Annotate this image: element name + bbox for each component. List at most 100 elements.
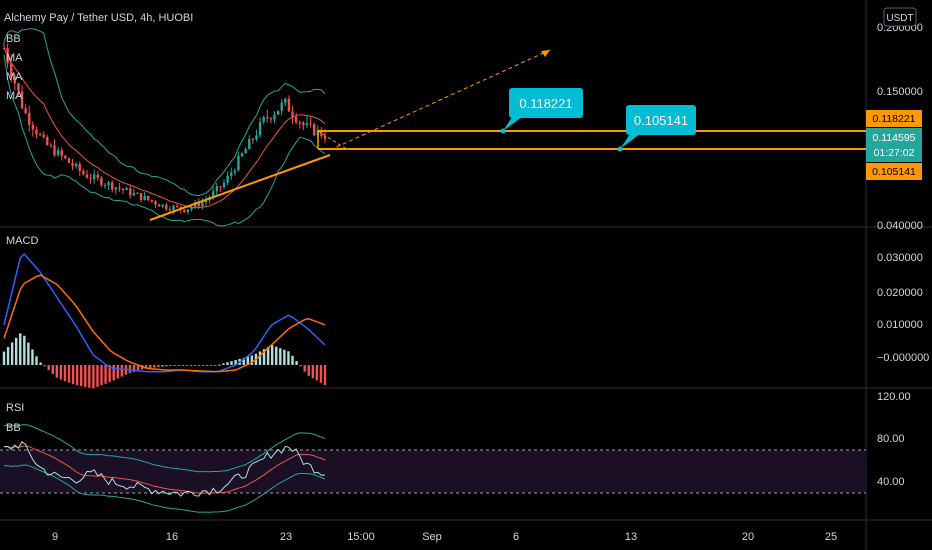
candle-body — [82, 171, 85, 175]
main-pane[interactable] — [2, 28, 327, 227]
candle-body — [204, 200, 208, 203]
candle-body — [28, 112, 31, 125]
time-tick-20: 20 — [742, 531, 754, 543]
macd-tick-0.02: 0.020000 — [877, 287, 923, 299]
candle-body — [251, 138, 255, 140]
macd-histogram-bar — [287, 351, 290, 365]
macd-histogram-bar — [80, 364, 83, 387]
candle-body — [114, 187, 118, 190]
projection-arrowhead — [541, 50, 550, 57]
time-tick-23: 23 — [280, 531, 292, 543]
macd-histogram-bar — [6, 347, 10, 365]
candle-body — [74, 164, 78, 167]
time-tick-6: 6 — [513, 531, 519, 543]
macd-histogram-bar — [222, 363, 225, 365]
support-trendline[interactable] — [149, 154, 331, 221]
candle-body — [280, 102, 283, 111]
macd-label[interactable]: MACD — [6, 235, 38, 247]
indicator-ma3-label[interactable]: MA — [6, 90, 23, 102]
candle-body — [323, 135, 327, 139]
candle-body — [201, 202, 204, 207]
candle-body — [312, 124, 316, 136]
macd-histogram-bar — [59, 364, 63, 380]
candle-body — [49, 144, 53, 146]
time-tick-1500: 15:00 — [347, 531, 375, 543]
bb-lower-band — [3, 54, 326, 227]
rsi-bb-upper — [3, 424, 326, 473]
candle-body — [266, 117, 269, 119]
time-tick-13: 13 — [625, 531, 637, 543]
macd-histogram-bar — [242, 357, 245, 365]
candle-body — [121, 188, 125, 191]
candle-body — [211, 191, 215, 198]
candle-body — [244, 149, 247, 154]
macd-histogram-bar — [35, 356, 38, 365]
candle-body — [291, 111, 294, 117]
range-diagonal — [317, 130, 346, 149]
candle-body — [150, 199, 154, 202]
candle-body — [215, 186, 218, 192]
rsi-bb-label[interactable]: BB — [6, 422, 21, 434]
lower-level-callout[interactable]: 0.105141 — [620, 105, 696, 149]
candle-body — [89, 177, 92, 179]
macd-histogram-bar — [189, 364, 193, 366]
candle-body — [175, 206, 179, 208]
upper-anchor-point[interactable] — [500, 128, 506, 134]
currency-badge[interactable] — [883, 7, 917, 27]
time-tick-sep: Sep — [422, 531, 442, 543]
candle-body — [100, 177, 103, 186]
macd-histogram-bar — [31, 349, 34, 365]
macd-histogram-bar — [120, 364, 124, 377]
macd-histogram-bar — [10, 342, 14, 365]
candle-body — [10, 63, 13, 77]
macd-histogram-bar — [291, 355, 294, 365]
macd-histogram-bar — [250, 355, 254, 365]
macd-histogram-bar — [88, 364, 91, 388]
candle-body — [111, 182, 114, 190]
time-axis[interactable]: 9 16 23 15:00 Sep 6 13 20 25 — [52, 531, 837, 543]
macd-histogram-bar — [246, 356, 249, 365]
macd-pane[interactable] — [2, 253, 327, 389]
candle-body — [60, 150, 63, 156]
macd-histogram-bar — [55, 364, 59, 378]
candle-body — [302, 122, 305, 126]
macd-histogram-bar — [169, 364, 172, 367]
macd-histogram-bar — [161, 364, 164, 367]
rsi-axis[interactable]: 120.00 80.00 40.00 — [877, 391, 911, 488]
macd-line — [3, 253, 326, 373]
signal-line — [3, 274, 326, 373]
candle-body — [230, 172, 233, 176]
time-tick-25: 25 — [825, 531, 837, 543]
macd-histogram-bar — [128, 364, 132, 374]
lower-anchor-point[interactable] — [617, 146, 623, 152]
candle-body — [67, 158, 71, 163]
indicator-ma2-label[interactable]: MA — [6, 71, 23, 83]
indicator-bb-label[interactable]: BB — [6, 33, 21, 45]
upper-level-callout[interactable]: 0.118221 — [503, 88, 583, 131]
indicator-ma1-label[interactable]: MA — [6, 52, 23, 64]
macd-histogram-bar — [266, 346, 270, 365]
candle-body — [56, 150, 60, 156]
candle-body — [64, 155, 67, 159]
macd-axis[interactable]: 0.030000 0.020000 0.010000 −0.000000 — [877, 252, 929, 364]
candle-body — [118, 187, 121, 189]
candle-body — [13, 76, 17, 84]
candle-body — [136, 192, 139, 194]
rsi-label[interactable]: RSI — [6, 402, 24, 414]
countdown-label: 01:27:02 — [874, 147, 915, 159]
macd-histogram-bar — [39, 362, 42, 365]
macd-histogram-bar — [173, 364, 176, 366]
macd-histogram-bar — [185, 364, 189, 366]
last-price-label-bg — [866, 128, 922, 162]
macd-histogram-bar — [299, 364, 302, 367]
candle-body — [107, 182, 110, 185]
candle-body — [276, 110, 280, 115]
rsi-pane[interactable] — [3, 424, 326, 513]
projection-trendline[interactable] — [329, 49, 551, 151]
candle-body — [284, 98, 287, 103]
candle-body — [262, 117, 265, 122]
macd-histogram-bar — [96, 364, 99, 387]
price-axis[interactable]: 0.200000 USDT 0.150000 0.040000 0.118221… — [866, 7, 923, 232]
candle-body — [53, 145, 56, 156]
